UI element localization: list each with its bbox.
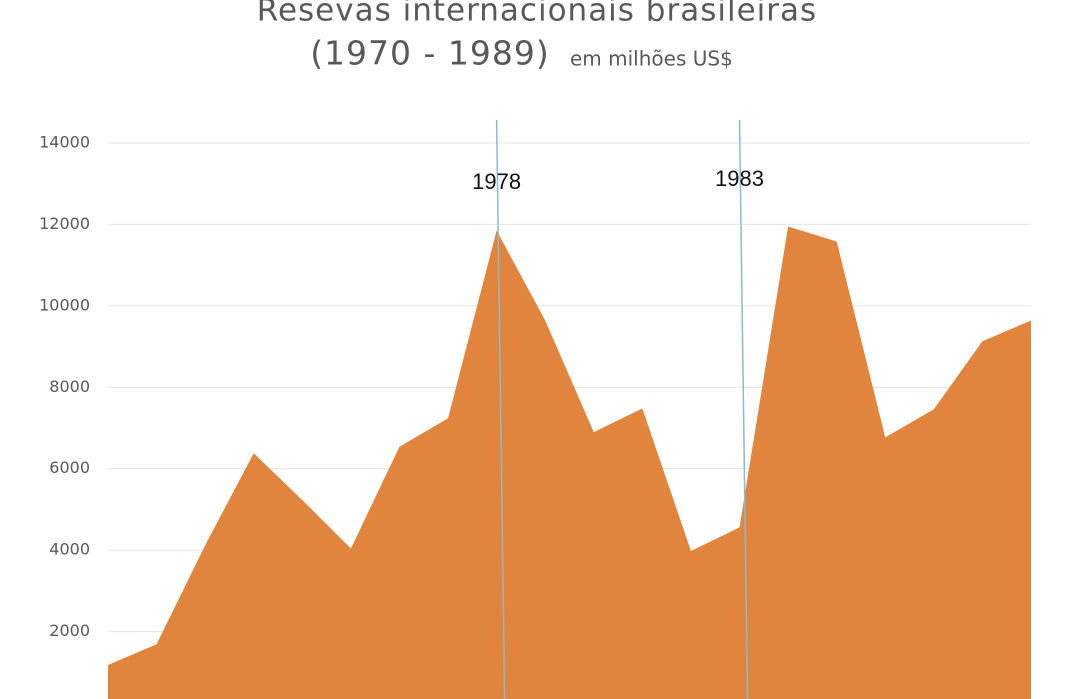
y-tick-label: 4000 — [49, 540, 90, 559]
annotation-line — [495, 119, 506, 699]
annotation-label: 1978 — [472, 169, 521, 194]
area — [108, 226, 1031, 699]
y-tick-label: 10000 — [39, 295, 90, 314]
annotation-line — [738, 119, 749, 699]
y-tick-label: 2000 — [49, 621, 90, 640]
y-tick-label: 12000 — [39, 214, 90, 233]
y-tick-label: 6000 — [49, 458, 90, 477]
chart-subtitle: (1970 - 1989) — [310, 34, 550, 73]
unit-label: em milhões US$ — [570, 47, 733, 71]
annotation-label: 1983 — [715, 166, 764, 191]
y-tick-label: 8000 — [49, 377, 90, 396]
y-tick-label: 14000 — [39, 133, 90, 152]
chart-title: Resevas internacionais brasileiras — [257, 0, 817, 29]
